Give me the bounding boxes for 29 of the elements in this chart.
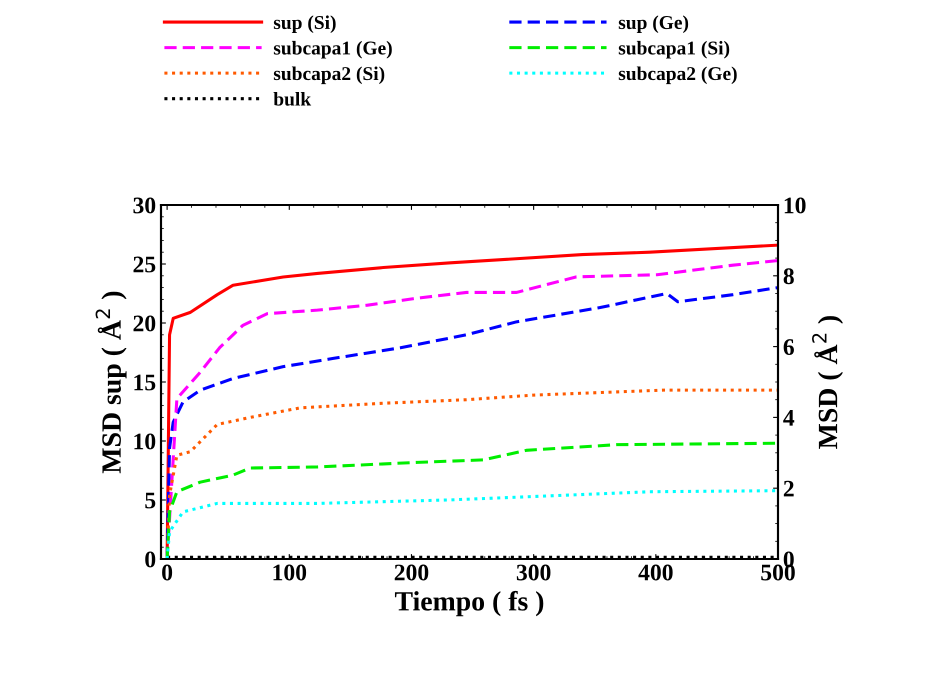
line-series xyxy=(166,442,778,559)
legend-label: subcapa1 (Si) xyxy=(618,40,730,59)
x-tick-label: 300 xyxy=(516,564,550,580)
y2-tick-label: 10 xyxy=(784,197,806,214)
legend-label: sup (Si) xyxy=(274,15,336,34)
y2-axis-title: MSD ( Å$^{2}$ ) xyxy=(812,316,844,449)
legend-label: subcapa2 (Si) xyxy=(274,66,384,84)
y-tick-label: 25 xyxy=(134,256,156,272)
y-tick-label: 15 xyxy=(134,374,156,390)
line-series xyxy=(166,489,778,559)
x-tick-label: 200 xyxy=(394,564,428,580)
y-tick-label: 20 xyxy=(134,315,156,332)
y2-tick-label: 2 xyxy=(784,480,794,496)
y2-tick-label: 8 xyxy=(784,268,794,284)
legend-label: sup (Ge) xyxy=(618,15,688,34)
legend-label: subcapa1 (Ge) xyxy=(274,40,392,59)
x-tick-label: 0 xyxy=(162,564,172,580)
y-tick-label: 30 xyxy=(133,197,156,214)
y2-tick-label: 4 xyxy=(783,410,794,426)
legend-label: bulk xyxy=(274,92,312,106)
y-tick-label: 5 xyxy=(145,492,156,508)
y2-tick-label: 6 xyxy=(784,339,794,356)
x-axis-title: Tiempo ( fs ) xyxy=(394,590,544,616)
legend-label: subcapa2 (Ge) xyxy=(618,66,737,84)
y-axis-title: MSD sup ( Å$^{2}$ ) xyxy=(96,292,127,474)
y-tick-label: 0 xyxy=(145,551,156,568)
x-tick-label: 400 xyxy=(638,564,673,580)
x-tick-label: 100 xyxy=(273,564,306,580)
y-tick-label: 10 xyxy=(134,433,156,450)
